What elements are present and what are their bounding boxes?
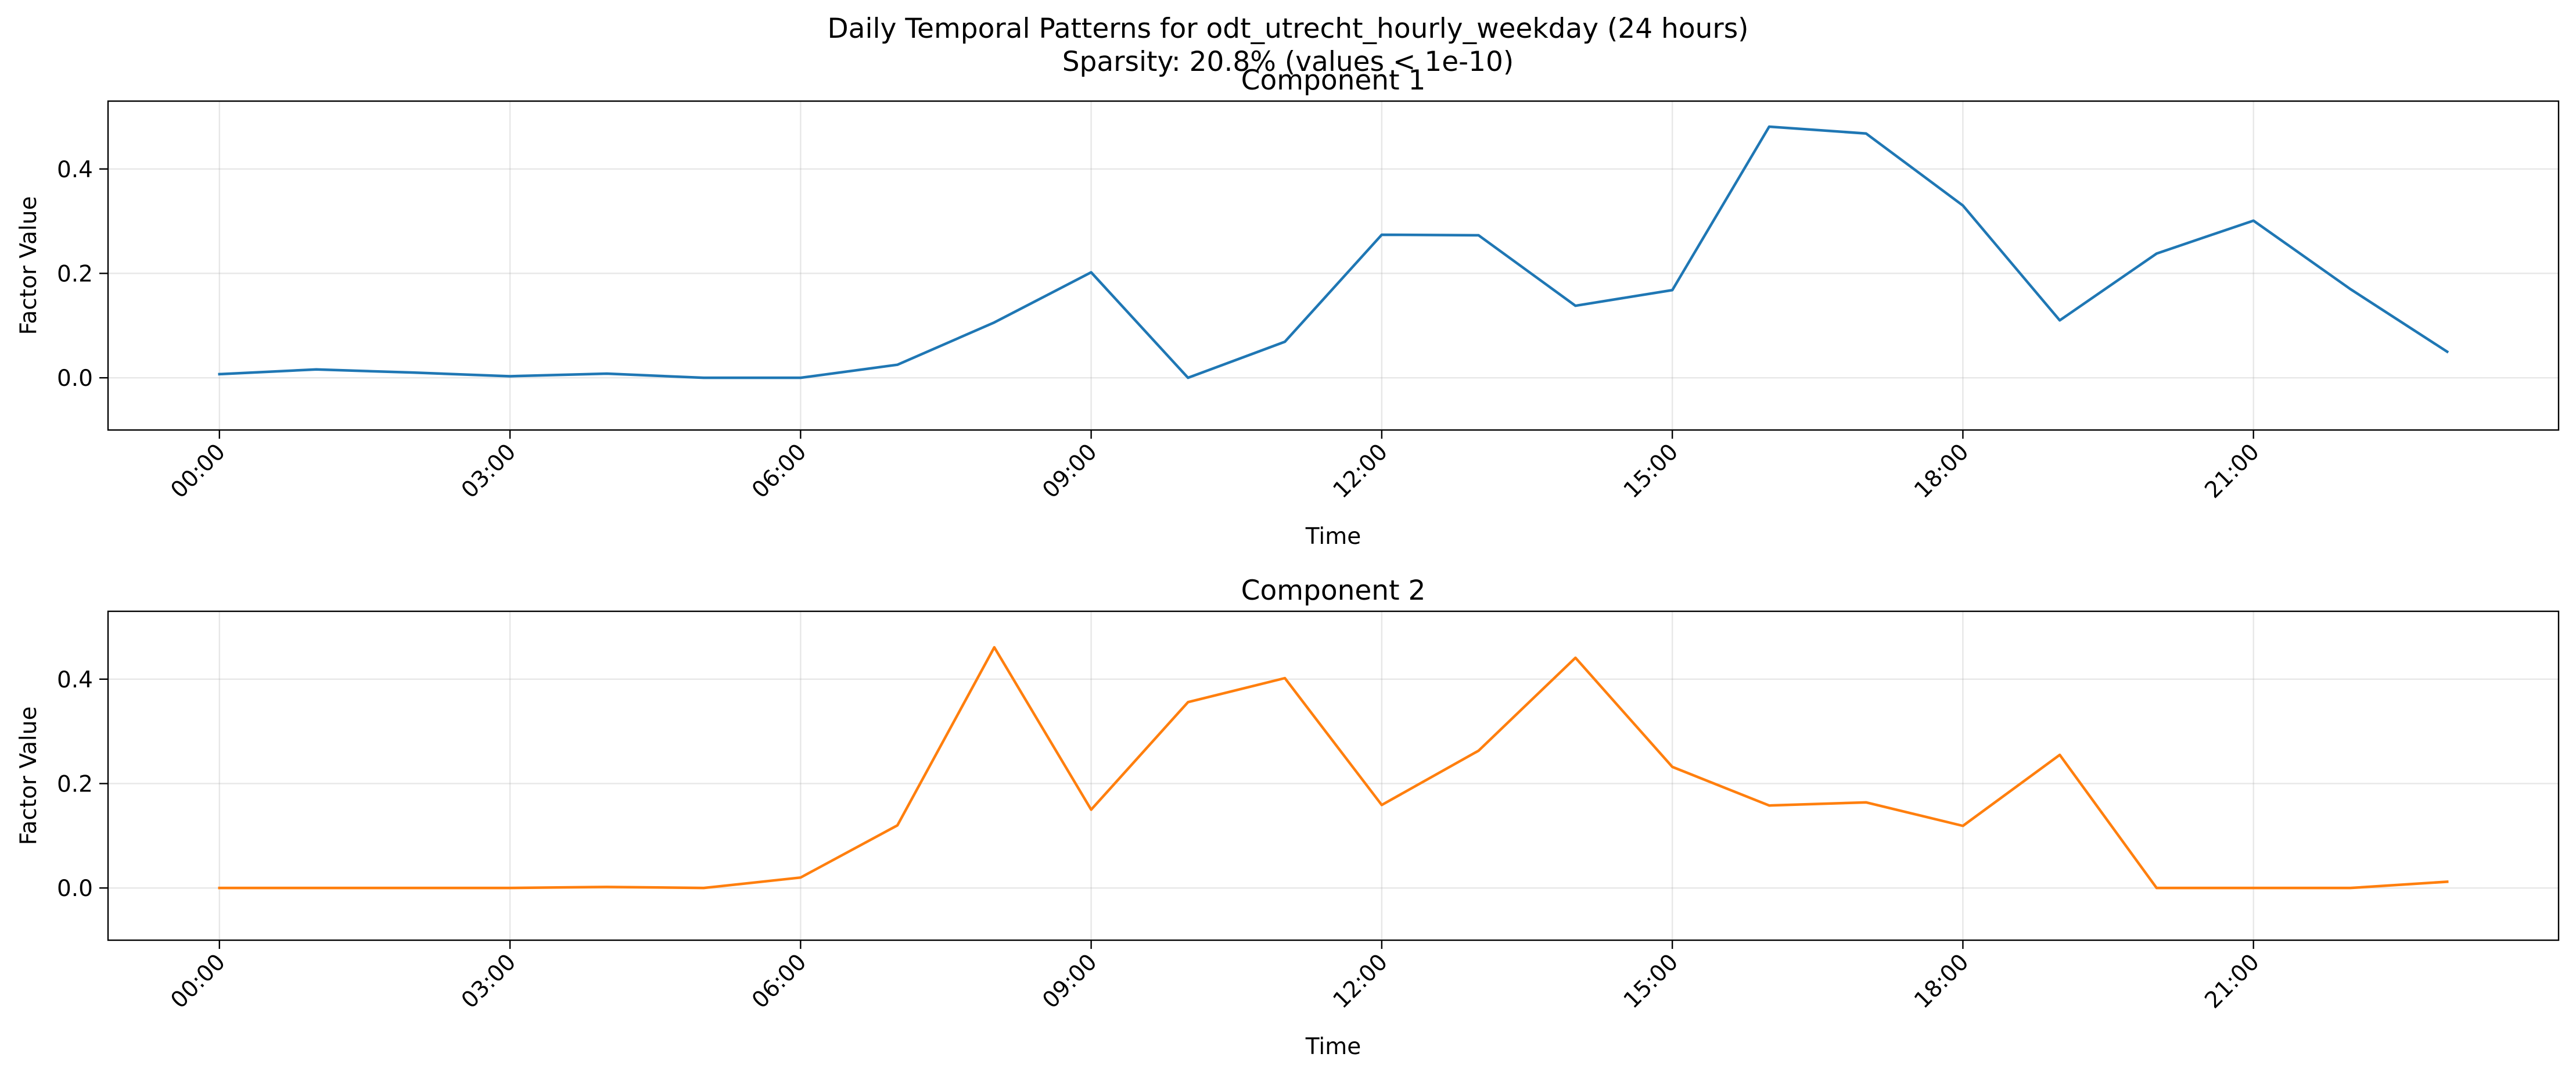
figure-subtitle: Sparsity: 20.8% (values < 1e-10) [1062, 46, 1514, 78]
figure-title: Daily Temporal Patterns for odt_utrecht_… [827, 13, 1749, 45]
component-2-y-tick-label: 0.4 [57, 667, 93, 693]
component-2-x-axis-label: Time [1305, 1034, 1361, 1060]
component-1-y-tick-label: 0.4 [57, 157, 93, 183]
component-2-x-tick-label: 18:00 [1909, 949, 1974, 1013]
component-1-x-tick-label: 12:00 [1328, 439, 1393, 503]
component-2-x-tick-label: 03:00 [457, 949, 521, 1013]
component-2-x-tick-label: 00:00 [166, 949, 231, 1013]
component-1-y-tick-label: 0.2 [57, 261, 93, 287]
component-1-axes-frame [107, 100, 2560, 431]
component-1-panel: 00:00 03:00 06:00 09:00 12:00 15:00 18:00 21:00… [16, 64, 2560, 550]
component-1-x-tick-label: 03:00 [457, 439, 521, 503]
component-2-x-tick-label: 21:00 [2200, 949, 2264, 1013]
component-2-y-tick-label: 0.2 [57, 771, 93, 797]
component-2-series-line [218, 646, 2449, 890]
component-2-title: Component 2 [1241, 575, 1426, 607]
component-1-x-tick-label: 09:00 [1037, 439, 1102, 503]
component-1-x-tick-label: 15:00 [1619, 439, 1683, 503]
component-2-axes-frame [107, 610, 2560, 941]
component-2-panel: 00:00 03:00 06:00 09:00 12:00 15:00 18:00 21:00… [16, 575, 2560, 1060]
component-1-x-tick-label: 18:00 [1909, 439, 1974, 503]
component-1-x-axis-label: Time [1305, 524, 1361, 550]
component-2-y-axis-label: Factor Value [16, 707, 42, 845]
component-2-x-tick-label: 15:00 [1619, 949, 1683, 1013]
component-2-x-tick-label: 06:00 [747, 949, 811, 1013]
component-1-x-tick-label: 06:00 [747, 439, 811, 503]
component-2-x-tick-label: 09:00 [1037, 949, 1102, 1013]
component-1-title: Component 1 [1241, 64, 1426, 96]
component-1-x-tick-label: 21:00 [2200, 439, 2264, 503]
component-1-series-line [218, 125, 2449, 379]
component-2-x-tick-label: 12:00 [1328, 949, 1393, 1013]
component-1-y-tick-label: 0.0 [57, 365, 93, 392]
component-1-x-tick-label: 00:00 [166, 439, 231, 503]
component-1-y-axis-label: Factor Value [16, 196, 42, 335]
component-2-y-tick-label: 0.0 [57, 876, 93, 902]
